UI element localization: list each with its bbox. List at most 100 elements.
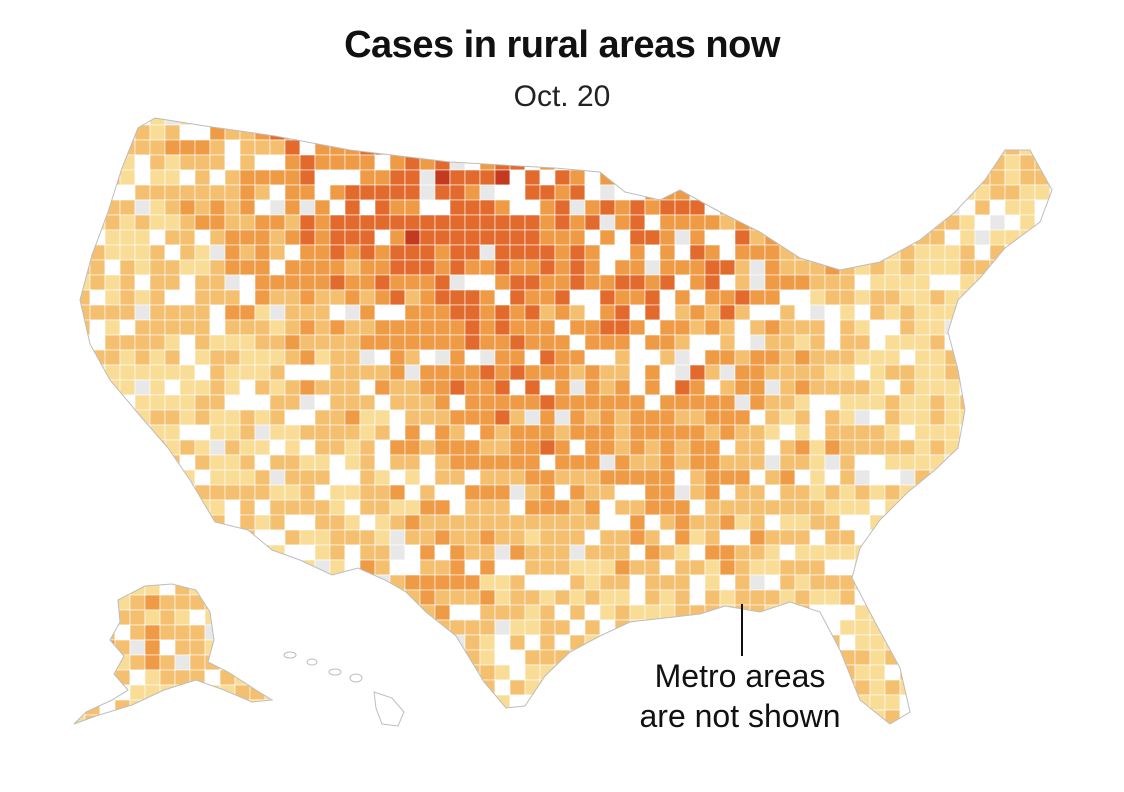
county-cell (869, 334, 886, 351)
county-cell (719, 229, 736, 246)
county-cell (674, 499, 691, 516)
county-cell (479, 199, 496, 216)
county-cell (314, 364, 331, 381)
county-cell (80, 454, 91, 471)
county-cell (449, 424, 466, 441)
county-cell (674, 118, 691, 126)
county-cell (224, 634, 241, 651)
county-cell (269, 244, 286, 261)
county-cell (404, 139, 421, 156)
county-cell (1019, 394, 1036, 411)
county-cell (959, 394, 976, 411)
county-cell (629, 394, 646, 411)
county-cell (204, 669, 221, 686)
county-cell (104, 349, 121, 366)
county-cell (239, 244, 256, 261)
county-cell (839, 394, 856, 411)
county-cell (929, 319, 946, 336)
county-cell (129, 714, 146, 724)
county-cell (1049, 349, 1052, 366)
county-cell (194, 289, 211, 306)
county-cell (584, 229, 601, 246)
county-cell (1004, 544, 1021, 561)
county-cell (404, 244, 421, 261)
county-cell (194, 394, 211, 411)
county-cell (344, 184, 361, 201)
county-cell (254, 319, 271, 336)
county-cell (599, 199, 616, 216)
county-cell (269, 529, 286, 546)
county-cell (599, 439, 616, 456)
county-cell (99, 684, 116, 701)
county-cell (404, 439, 421, 456)
county-cell (689, 124, 706, 141)
county-cell (900, 725, 915, 740)
county-cell (194, 514, 211, 531)
county-cell (239, 169, 256, 186)
county-cell (884, 649, 901, 666)
county-cell (134, 514, 151, 531)
county-cell (659, 424, 676, 441)
county-cell (599, 364, 616, 381)
county-cell (464, 304, 481, 321)
county-cell (314, 184, 331, 201)
county-cell (119, 199, 136, 216)
county-cell (989, 154, 1006, 171)
county-cell (629, 124, 646, 141)
county-cell (269, 709, 286, 724)
county-cell (539, 454, 556, 471)
county-cell (464, 454, 481, 471)
county-cell (89, 424, 106, 441)
county-cell (114, 609, 131, 626)
county-cell (209, 364, 226, 381)
county-cell (299, 259, 316, 276)
county-cell (809, 454, 826, 471)
county-cell (254, 574, 271, 591)
county-cell (809, 118, 826, 126)
county-cell (509, 319, 526, 336)
county-cell (329, 229, 346, 246)
county-cell (914, 364, 931, 381)
county-cell (914, 574, 931, 591)
county-cell (434, 649, 451, 666)
county-cell (734, 514, 751, 531)
county-cell (869, 439, 886, 456)
county-cell (164, 319, 181, 336)
county-cell (89, 289, 106, 306)
county-cell (884, 634, 901, 651)
county-cell (944, 634, 961, 651)
county-cell (674, 409, 691, 426)
county-cell (99, 584, 116, 596)
county-cell (524, 244, 541, 261)
county-cell (884, 424, 901, 441)
county-cell (419, 154, 436, 171)
county-cell (119, 319, 136, 336)
county-cell (419, 514, 436, 531)
county-cell (224, 529, 241, 546)
county-cell (494, 214, 511, 231)
county-cell (1004, 574, 1021, 591)
county-cell (509, 634, 526, 651)
county-cell (509, 334, 526, 351)
county-cell (434, 499, 451, 516)
county-cell (974, 439, 991, 456)
county-cell (404, 469, 421, 486)
county-cell (569, 169, 586, 186)
county-cell (314, 499, 331, 516)
county-cell (794, 559, 811, 576)
county-cell (419, 118, 436, 126)
county-cell (719, 214, 736, 231)
county-cell (554, 169, 571, 186)
county-cell (434, 679, 451, 696)
county-cell (809, 574, 826, 591)
county-cell (959, 118, 976, 126)
county-cell (629, 139, 646, 156)
county-cell (1049, 589, 1052, 606)
county-cell (989, 199, 1006, 216)
county-cell (764, 469, 781, 486)
county-cell (509, 289, 526, 306)
county-cell (644, 259, 661, 276)
county-cell (539, 259, 556, 276)
county-cell (284, 439, 301, 456)
county-cell (584, 319, 601, 336)
